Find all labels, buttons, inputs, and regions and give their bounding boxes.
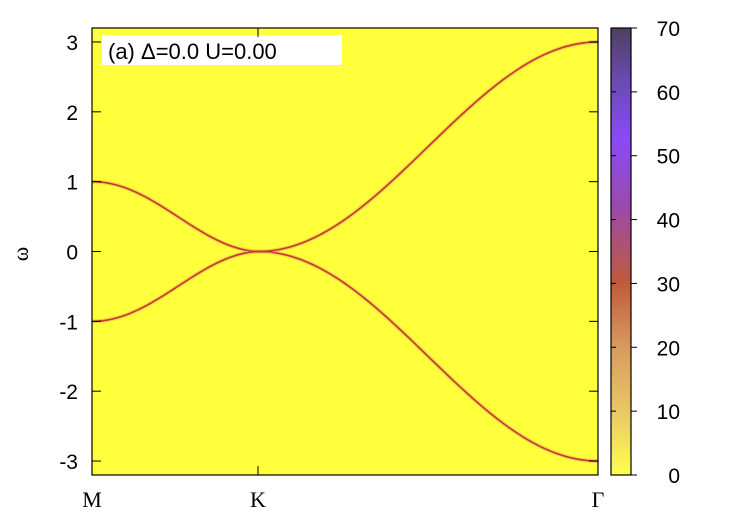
colorbar-axis: 0 10 20 30 40 50 60 70	[611, 18, 680, 488]
colorbar-tick-label: 60	[657, 82, 680, 105]
colorbar-tick-label: 40	[657, 210, 680, 233]
annotation-box	[102, 35, 342, 65]
colorbar-tick-label: 50	[657, 146, 680, 169]
band-line-1	[91, 180, 599, 462]
y-axis-label: ω	[8, 247, 33, 261]
y-tick-label: -1	[59, 311, 78, 334]
y-tick-label: 2	[66, 102, 78, 125]
colorbar-tick-label: 0	[668, 465, 680, 488]
y-axis: -3 -2 -1 0 1 2 3	[59, 32, 598, 474]
colorbar	[610, 27, 632, 476]
colorbar-tick-label: 10	[657, 401, 680, 424]
band-line-2	[91, 41, 599, 323]
y-tick-label: 1	[66, 172, 78, 195]
band-lines	[91, 39, 599, 464]
x-tick-label: M	[82, 487, 102, 512]
y-tick-label: -3	[59, 451, 78, 474]
y-tick-label: 0	[66, 242, 78, 265]
y-tick-label: 3	[66, 32, 78, 55]
x-tick-label: Γ	[592, 487, 605, 512]
plot-background	[92, 28, 598, 475]
y-tick-label: -2	[59, 381, 78, 404]
colorbar-tick-label: 30	[657, 273, 680, 296]
annotation-label: (a) Δ=0.0 U=0.00	[108, 39, 277, 64]
colorbar-tick-label: 70	[657, 18, 680, 41]
colorbar-tick-label: 20	[657, 337, 680, 360]
x-tick-label: K	[250, 487, 266, 512]
